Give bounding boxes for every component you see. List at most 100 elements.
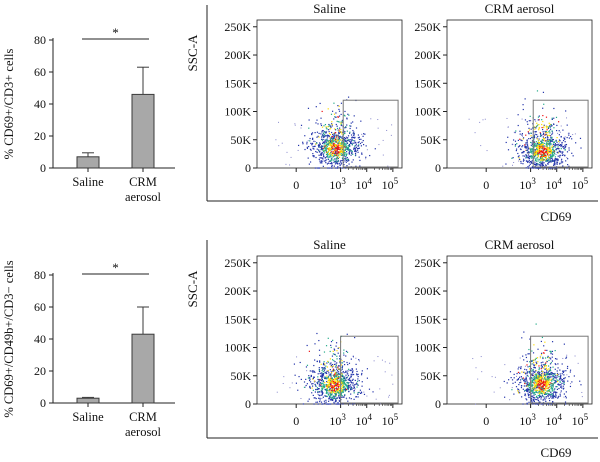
event-point xyxy=(556,162,558,164)
event-point xyxy=(309,387,311,389)
event-point xyxy=(335,383,337,385)
event-point xyxy=(540,159,542,161)
event-point xyxy=(540,381,543,383)
event-point xyxy=(552,389,554,391)
event-point xyxy=(551,133,553,135)
event-point xyxy=(546,371,548,373)
event-point xyxy=(562,385,564,387)
event-point xyxy=(531,401,533,403)
event-point xyxy=(332,353,335,355)
event-point xyxy=(316,388,318,391)
event-point xyxy=(355,373,358,375)
event-point xyxy=(331,140,334,142)
x-tick-exponent: 5 xyxy=(584,176,589,186)
event-point xyxy=(316,332,318,335)
event-point xyxy=(348,144,350,146)
event-point xyxy=(289,164,291,166)
event-point xyxy=(547,141,550,143)
event-point xyxy=(535,157,537,160)
event-point xyxy=(534,145,536,147)
event-point xyxy=(534,133,536,135)
event-point xyxy=(282,383,284,385)
event-point xyxy=(541,392,543,395)
event-point xyxy=(329,148,331,150)
event-point xyxy=(560,385,562,388)
event-point xyxy=(331,399,333,401)
event-point xyxy=(341,159,344,162)
event-point xyxy=(328,379,331,382)
event-point xyxy=(330,151,332,153)
event-point xyxy=(550,396,552,398)
event-point xyxy=(534,166,536,169)
event-point xyxy=(326,391,328,393)
event-point xyxy=(323,134,325,137)
event-point xyxy=(521,152,523,154)
event-point xyxy=(350,125,352,127)
event-point xyxy=(540,354,543,356)
event-point xyxy=(343,383,345,385)
event-point xyxy=(570,135,572,138)
event-point xyxy=(533,139,535,141)
event-point xyxy=(335,364,337,367)
event-point xyxy=(320,363,322,365)
event-point xyxy=(548,385,550,388)
event-point xyxy=(320,375,322,377)
event-point xyxy=(335,375,337,377)
event-point xyxy=(341,133,343,135)
event-point xyxy=(527,131,529,133)
event-point xyxy=(548,359,550,362)
event-point xyxy=(538,368,540,371)
event-point xyxy=(541,119,543,121)
event-point xyxy=(538,376,540,378)
event-point xyxy=(531,395,533,397)
event-point xyxy=(530,396,532,398)
event-point xyxy=(353,148,355,150)
event-point xyxy=(480,356,482,358)
event-point xyxy=(538,158,540,161)
event-point xyxy=(324,402,326,404)
event-point xyxy=(558,375,560,378)
event-point xyxy=(335,148,337,150)
event-point xyxy=(361,372,363,375)
event-point xyxy=(563,380,565,382)
event-point xyxy=(317,123,319,125)
event-point xyxy=(538,374,540,376)
event-point xyxy=(527,147,529,149)
event-point xyxy=(349,384,352,386)
event-point xyxy=(322,158,324,160)
event-point xyxy=(535,379,537,381)
event-point xyxy=(338,397,341,400)
event-point xyxy=(551,350,554,353)
event-point xyxy=(511,157,513,159)
event-point xyxy=(333,113,336,115)
event-point xyxy=(328,140,331,142)
event-point xyxy=(319,150,321,153)
event-point xyxy=(539,374,541,376)
event-point xyxy=(322,133,324,136)
event-point xyxy=(338,132,340,134)
event-point xyxy=(529,163,531,165)
event-point xyxy=(342,389,344,391)
event-point xyxy=(534,152,536,155)
event-point xyxy=(533,394,535,396)
y-tick-label: 50K xyxy=(420,369,441,383)
event-point xyxy=(345,157,347,159)
event-point xyxy=(318,369,321,371)
event-point xyxy=(547,374,550,376)
event-point xyxy=(528,391,531,393)
event-point xyxy=(329,152,331,154)
event-point xyxy=(534,131,537,133)
event-point xyxy=(354,388,356,390)
event-point xyxy=(331,355,334,357)
event-point xyxy=(327,154,329,156)
event-point xyxy=(337,375,340,377)
event-point xyxy=(535,164,537,166)
event-point xyxy=(346,385,348,387)
event-point xyxy=(347,148,350,151)
event-point xyxy=(320,372,322,374)
event-point xyxy=(335,132,337,134)
event-point xyxy=(392,383,394,385)
event-point xyxy=(539,159,541,161)
event-point xyxy=(525,142,527,144)
event-point xyxy=(526,383,528,386)
